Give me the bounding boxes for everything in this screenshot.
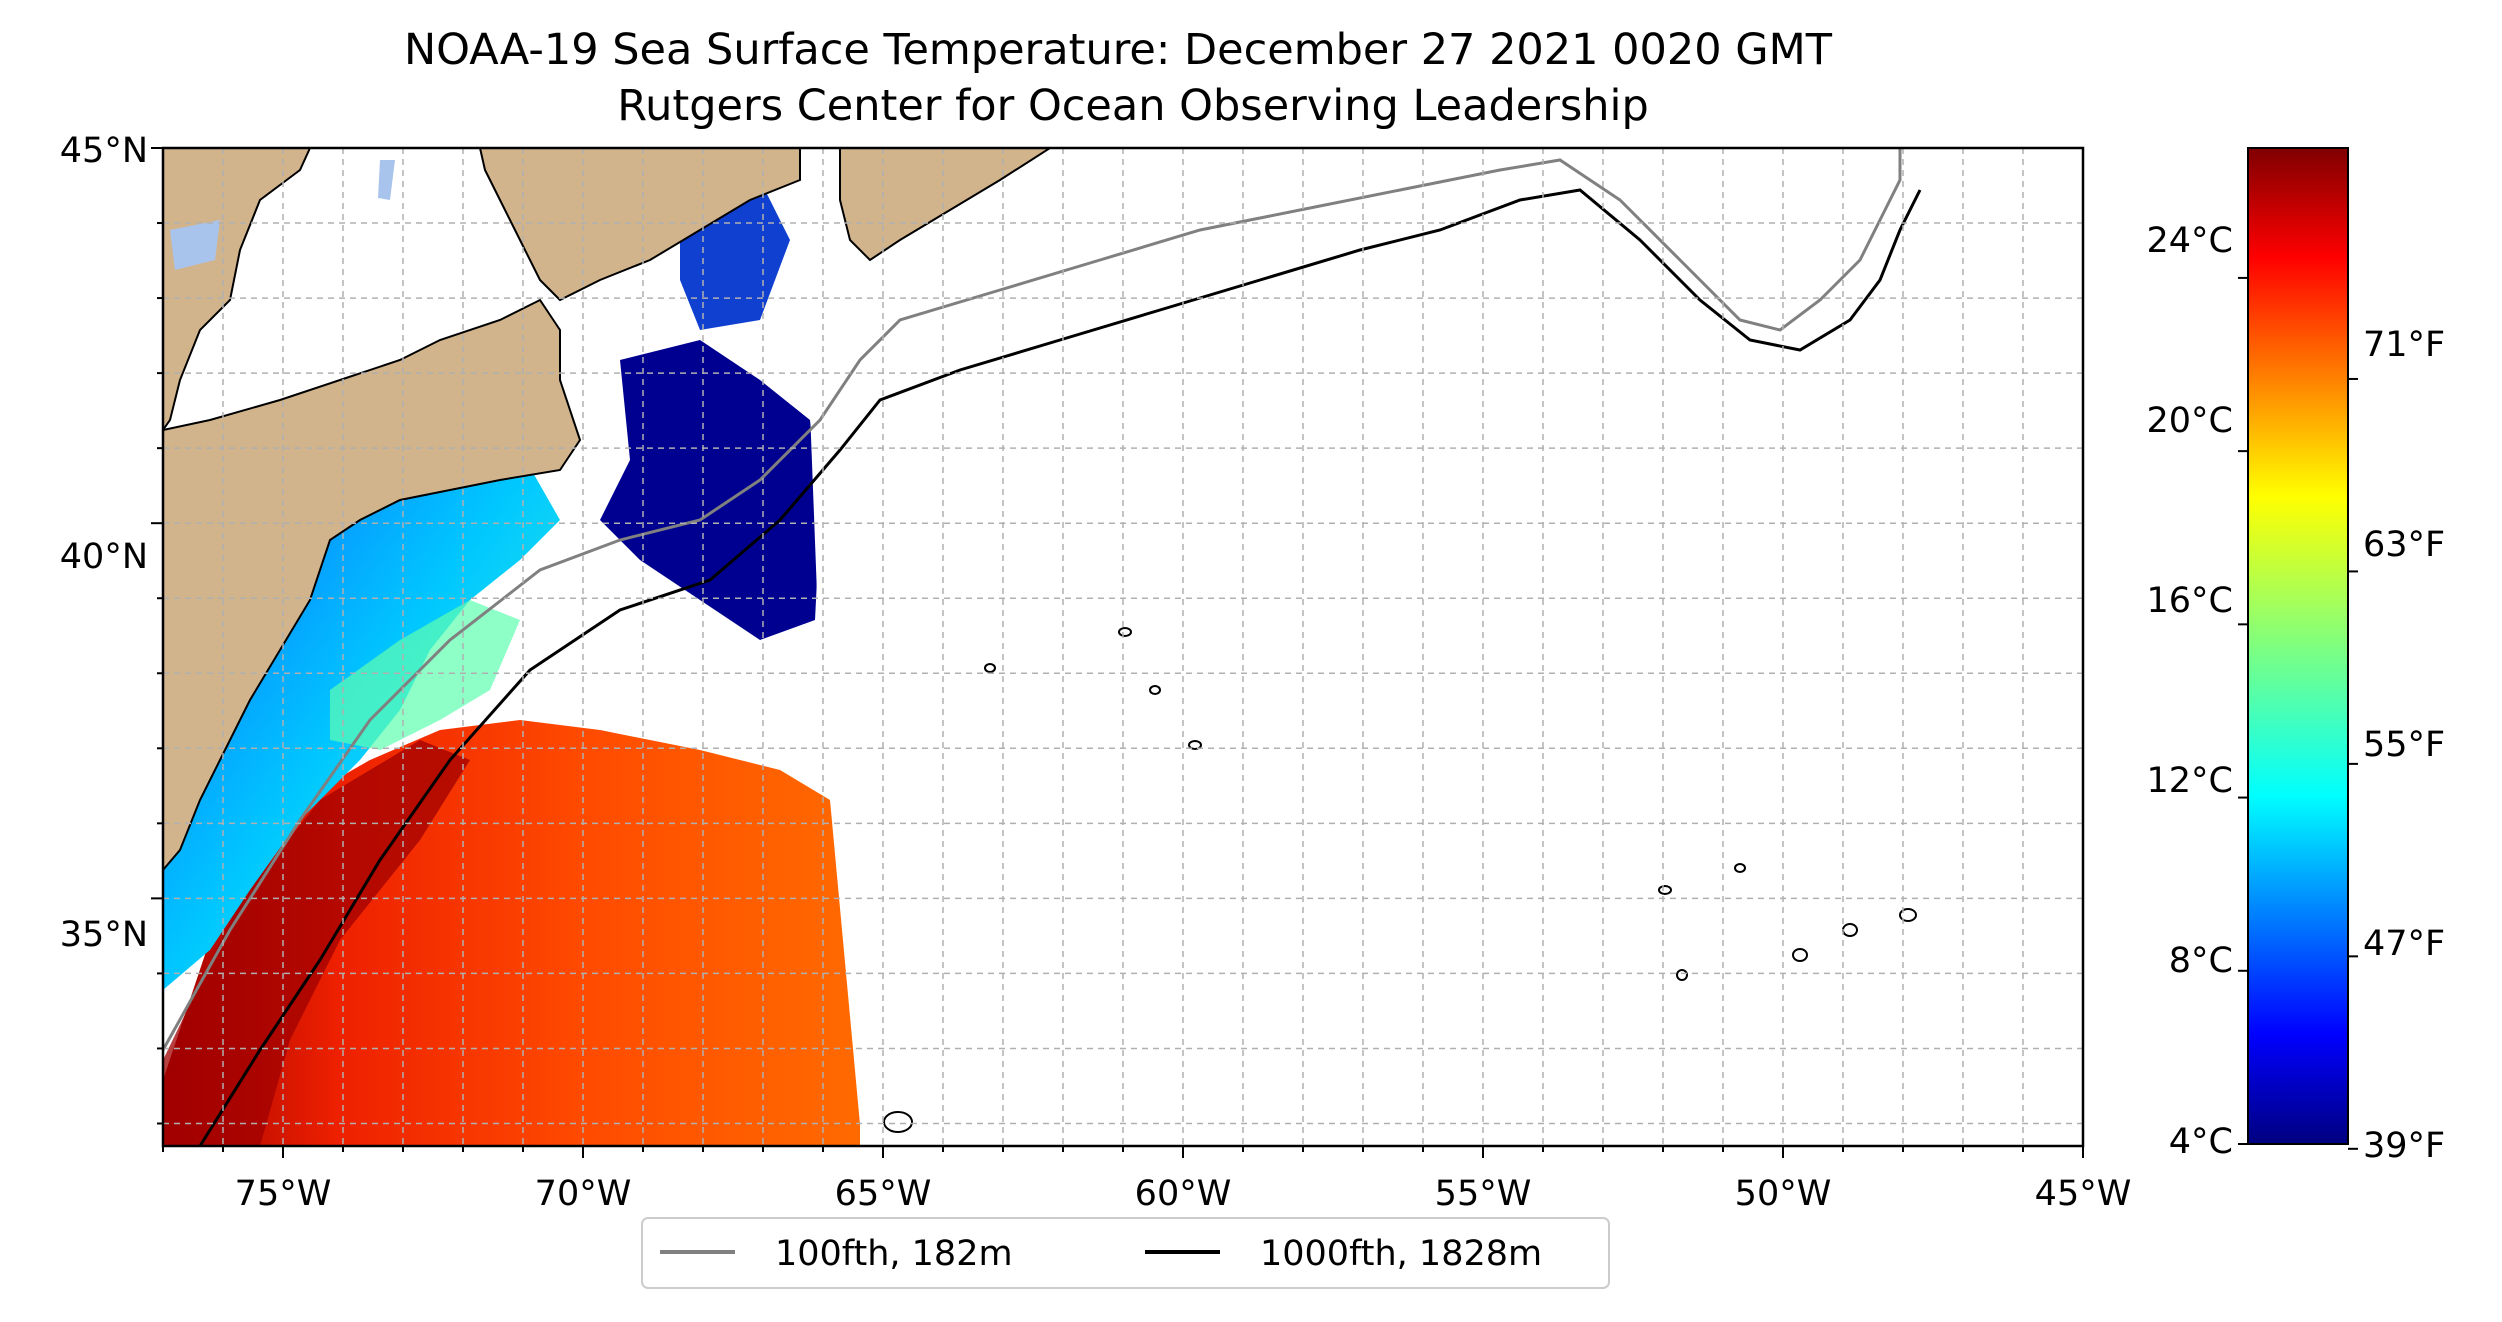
colorbar-label-63f: 63°F xyxy=(2363,525,2445,565)
lon-label-70w: 70°W xyxy=(535,1174,632,1214)
lon-label-55w: 55°W xyxy=(1435,1174,1532,1214)
colorbar-frame xyxy=(2247,147,2349,1145)
lon-label-50w: 50°W xyxy=(1735,1174,1832,1214)
colorbar-label-71f: 71°F xyxy=(2363,325,2445,365)
colorbar-label-55f: 55°F xyxy=(2363,725,2445,765)
lon-label-60w: 60°W xyxy=(1135,1174,1232,1214)
lakes xyxy=(170,160,395,270)
legend-label-100fth: 100fth, 182m xyxy=(775,1234,1013,1274)
figure-subtitle: Rutgers Center for Ocean Observing Leade… xyxy=(617,81,1649,131)
colorbar-label-16c: 16°C xyxy=(2147,581,2233,621)
legend-box xyxy=(641,1217,1610,1289)
sst-cold-region xyxy=(600,340,820,640)
map-area xyxy=(163,148,2083,1146)
colorbar: 24°C 20°C 16°C 12°C 8°C 4°C 71°F 63°F 55… xyxy=(2147,147,2445,1166)
colorbar-label-20c: 20°C xyxy=(2147,401,2233,441)
colorbar-label-39f: 39°F xyxy=(2363,1126,2445,1166)
legend-label-1000fth: 1000fth, 1828m xyxy=(1260,1234,1542,1274)
contour-100fth xyxy=(163,148,1902,1051)
lat-label-40n: 40°N xyxy=(60,537,148,577)
lat-label-45n: 45°N xyxy=(60,131,148,171)
lon-label-75w: 75°W xyxy=(235,1174,332,1214)
colorbar-label-24c: 24°C xyxy=(2147,221,2233,261)
gridlines xyxy=(163,148,2083,1146)
colorbar-label-12c: 12°C xyxy=(2147,761,2233,801)
colorbar-label-4c: 4°C xyxy=(2169,1122,2233,1162)
lon-label-65w: 65°W xyxy=(835,1174,932,1214)
swath-edge xyxy=(800,148,2083,1146)
axis-ticks xyxy=(151,147,2084,1158)
colorbar-gradient xyxy=(2248,148,2348,1144)
colorbar-label-8c: 8°C xyxy=(2169,941,2233,981)
lon-label-45w: 45°W xyxy=(2035,1174,2132,1214)
lat-label-35n: 35°N xyxy=(60,915,148,955)
legend: 100fth, 182m 1000fth, 1828m xyxy=(641,1217,1610,1289)
colorbar-ticks xyxy=(2238,276,2358,1150)
colorbar-label-47f: 47°F xyxy=(2363,924,2445,964)
land-mass xyxy=(163,148,1052,872)
seamounts xyxy=(883,627,1917,1133)
figure-title: NOAA-19 Sea Surface Temperature: Decembe… xyxy=(404,25,1833,75)
